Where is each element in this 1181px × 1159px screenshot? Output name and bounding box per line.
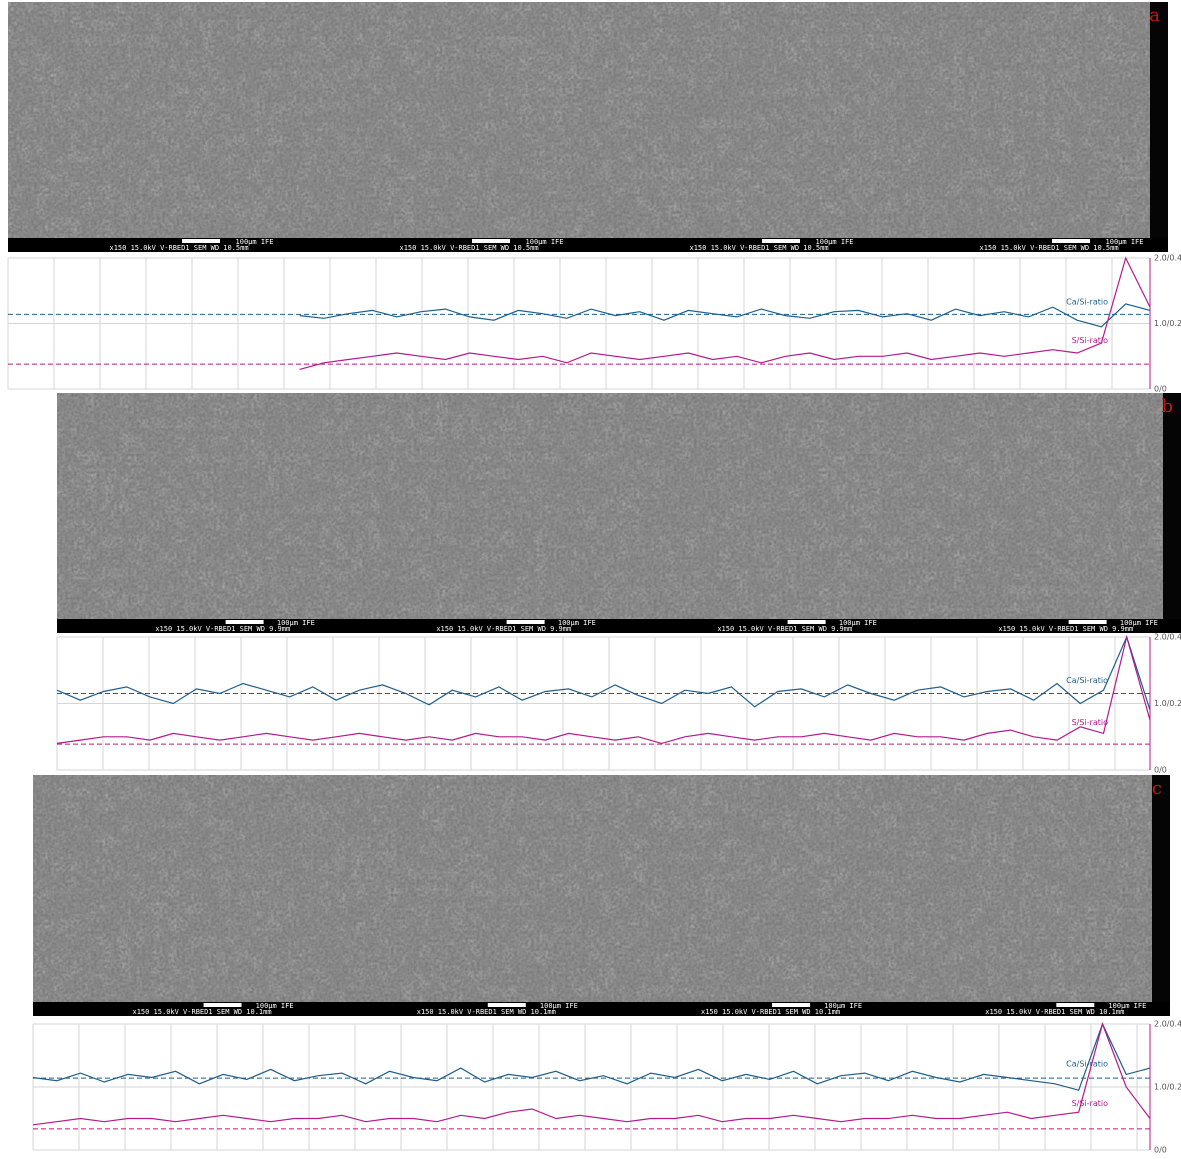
- sem-image: [8, 2, 1168, 238]
- image-params: x150 15.0kV V-RBED1 SEM WD 10.5mm: [110, 244, 249, 252]
- image-params: x150 15.0kV V-RBED1 SEM WD 10.1mm: [701, 1008, 840, 1016]
- series-line: [299, 256, 1151, 370]
- y-tick-label: 0/0: [1154, 1146, 1167, 1155]
- panel-label: c: [1152, 778, 1162, 799]
- scale-bar: [1068, 620, 1107, 624]
- scale-bar: [203, 1003, 242, 1007]
- legend-label: Ca/Si-ratio: [1066, 1059, 1108, 1068]
- info-bar-background: [57, 619, 1181, 633]
- series-line: [56, 634, 1151, 745]
- sem-grains: [8, 2, 1168, 238]
- sem-grains: [57, 393, 1181, 619]
- scale-bar: [506, 620, 545, 624]
- scale-label: 100µm IFE: [558, 619, 596, 627]
- image-params: x150 15.0kV V-RBED1 SEM WD 10.1mm: [417, 1008, 556, 1016]
- legend-label: S/Si-ratio: [1072, 718, 1109, 727]
- sample-edge: [1152, 775, 1170, 1002]
- scale-bar: [472, 239, 510, 243]
- series-line: [299, 303, 1151, 328]
- sem-image: [57, 393, 1181, 619]
- scale-label: 100µm IFE: [816, 238, 854, 246]
- image-params: x150 15.0kV V-RBED1 SEM WD 10.5mm: [690, 244, 829, 252]
- y-tick-label: 1.0/0.2: [1154, 319, 1181, 328]
- image-params: x150 15.0kV V-RBED1 SEM WD 9.9mm: [717, 625, 852, 633]
- series-line: [32, 1022, 1151, 1126]
- scale-label: 100µm IFE: [824, 1002, 862, 1010]
- y-tick-label: 1.0/0.2: [1154, 1083, 1181, 1092]
- scale-label: 100µm IFE: [1108, 1002, 1146, 1010]
- y-tick-label: 0/0: [1154, 385, 1167, 394]
- scale-bar: [762, 239, 800, 243]
- panel-label: a: [1149, 5, 1160, 26]
- y-tick-label: 2.0/0.4: [1154, 1020, 1181, 1029]
- legend-label: S/Si-ratio: [1072, 1099, 1109, 1108]
- series-line: [32, 1022, 1151, 1091]
- legend-label: Ca/Si-ratio: [1066, 298, 1108, 307]
- sample-edge: [1163, 393, 1181, 619]
- scale-bar: [772, 1003, 811, 1007]
- y-tick-label: 0/0: [1154, 766, 1167, 775]
- image-params: x150 15.0kV V-RBED1 SEM WD 10.1mm: [985, 1008, 1124, 1016]
- y-tick-label: 1.0/0.2: [1154, 699, 1181, 708]
- image-params: x150 15.0kV V-RBED1 SEM WD 10.1mm: [132, 1008, 271, 1016]
- scale-bar: [225, 620, 264, 624]
- series-line: [56, 635, 1151, 711]
- info-bar-background: [33, 1002, 1170, 1016]
- sem-grains: [33, 775, 1170, 1002]
- y-tick-label: 2.0/0.4: [1154, 633, 1181, 642]
- scale-label: 100µm IFE: [839, 619, 877, 627]
- image-params: x150 15.0kV V-RBED1 SEM WD 10.5mm: [400, 244, 539, 252]
- scale-label: 100µm IFE: [256, 1002, 294, 1010]
- scale-bar: [787, 620, 826, 624]
- image-params: x150 15.0kV V-RBED1 SEM WD 9.9mm: [436, 625, 571, 633]
- image-params: x150 15.0kV V-RBED1 SEM WD 9.9mm: [155, 625, 290, 633]
- scale-label: 100µm IFE: [1106, 238, 1144, 246]
- scale-label: 100µm IFE: [540, 1002, 578, 1010]
- image-params: x150 15.0kV V-RBED1 SEM WD 10.5mm: [980, 244, 1119, 252]
- scale-bar: [182, 239, 220, 243]
- scale-label: 100µm IFE: [526, 238, 564, 246]
- scale-label: 100µm IFE: [277, 619, 315, 627]
- scale-label: 100µm IFE: [236, 238, 274, 246]
- legend-label: Ca/Si-ratio: [1066, 676, 1108, 685]
- scale-label: 100µm IFE: [1120, 619, 1158, 627]
- legend-label: S/Si-ratio: [1072, 336, 1109, 345]
- info-bar-background: [8, 238, 1168, 252]
- scale-bar: [1052, 239, 1090, 243]
- panel-label: b: [1161, 396, 1173, 417]
- scale-bar: [487, 1003, 526, 1007]
- sem-image: [33, 775, 1170, 1002]
- scale-bar: [1056, 1003, 1095, 1007]
- y-tick-label: 2.0/0.4: [1154, 254, 1181, 263]
- sample-edge: [1150, 2, 1168, 238]
- image-params: x150 15.0kV V-RBED1 SEM WD 9.9mm: [998, 625, 1133, 633]
